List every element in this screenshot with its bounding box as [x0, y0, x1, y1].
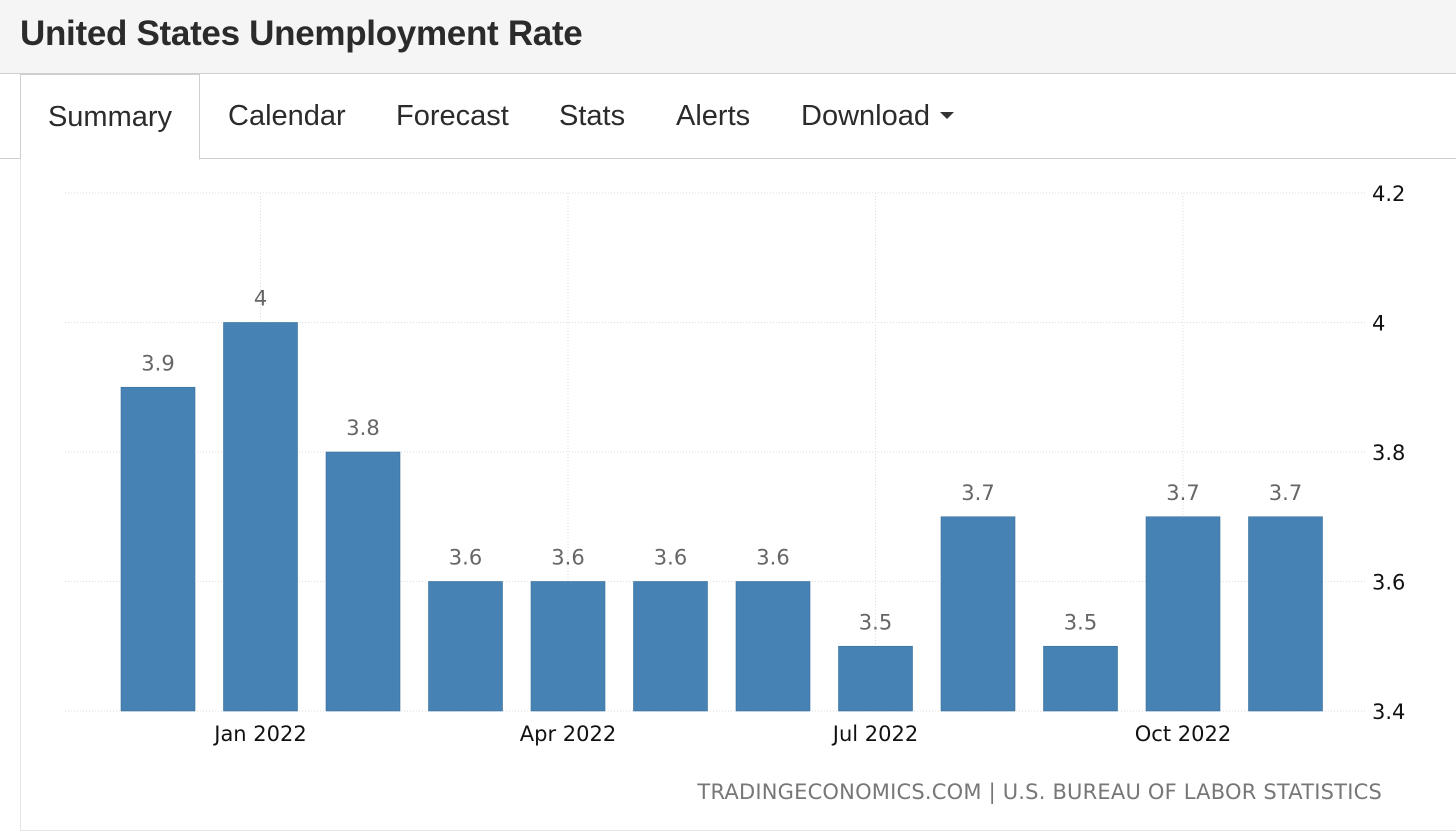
data-label: 3.8 [346, 416, 379, 440]
tab-label: Download [801, 100, 930, 132]
tab-bar: Summary Calendar Forecast Stats Alerts D… [0, 74, 1456, 160]
x-tick-label: Apr 2022 [520, 722, 616, 746]
data-label: 3.7 [961, 481, 994, 505]
tab-divider [0, 158, 1456, 159]
tab-alerts[interactable]: Alerts [676, 74, 750, 158]
caret-down-icon [939, 112, 954, 120]
bar [1248, 516, 1323, 712]
y-tick-label: 4 [1372, 312, 1385, 336]
x-tick-label: Jan 2022 [212, 722, 307, 746]
bar [530, 581, 606, 712]
data-label: 3.6 [449, 546, 482, 570]
chart-panel [20, 159, 1456, 831]
bar [1043, 645, 1118, 712]
tab-summary[interactable]: Summary [20, 74, 200, 160]
page-title: United States Unemployment Rate [20, 14, 583, 53]
tab-stats[interactable]: Stats [559, 74, 625, 158]
data-label: 4 [254, 287, 267, 311]
tab-label: Summary [47, 101, 173, 133]
bar [838, 645, 913, 712]
tab-download[interactable]: Download [801, 74, 954, 158]
bar [735, 581, 811, 712]
bar [325, 451, 401, 712]
bars [120, 322, 1323, 712]
y-tick-label: 3.6 [1372, 571, 1405, 595]
x-tick-label: Jul 2022 [831, 722, 918, 746]
source-credit: TRADINGECONOMICS.COM | U.S. BUREAU OF LA… [697, 780, 1382, 804]
bar [1145, 516, 1221, 712]
x-tick-label: Oct 2022 [1135, 722, 1231, 746]
data-label: 3.5 [859, 610, 892, 634]
tab-forecast[interactable]: Forecast [396, 74, 509, 158]
bar [428, 581, 503, 712]
tab-label: Stats [559, 100, 626, 132]
data-label: 3.7 [1166, 481, 1199, 505]
data-label: 3.6 [551, 546, 584, 570]
bar [120, 386, 196, 712]
tab-label: Forecast [396, 100, 509, 132]
bar [940, 516, 1016, 712]
x-axis: Jan 2022 Apr 2022 Jul 2022 Oct 2022 [212, 722, 1231, 746]
data-label: 3.9 [141, 351, 174, 375]
y-tick-label: 4.2 [1372, 182, 1405, 206]
tab-label: Calendar [228, 100, 346, 132]
tab-calendar[interactable]: Calendar [228, 74, 346, 158]
data-label: 3.6 [756, 546, 789, 570]
y-tick-label: 3.8 [1372, 441, 1405, 465]
data-label: 3.6 [654, 546, 687, 570]
bar [633, 581, 708, 712]
data-labels: 3.9 4 3.8 3.6 3.6 3.6 3.6 3.5 3.7 3.5 3.7 3.7 [141, 287, 1302, 635]
bar [223, 322, 298, 712]
y-tick-label: 3.4 [1372, 700, 1405, 724]
data-label: 3.7 [1269, 481, 1302, 505]
y-axis: 3.4 3.6 3.8 4 4.2 [1372, 182, 1405, 724]
tab-label: Alerts [676, 100, 751, 132]
page-header: United States Unemployment Rate [0, 0, 1456, 74]
data-label: 3.5 [1064, 610, 1097, 634]
